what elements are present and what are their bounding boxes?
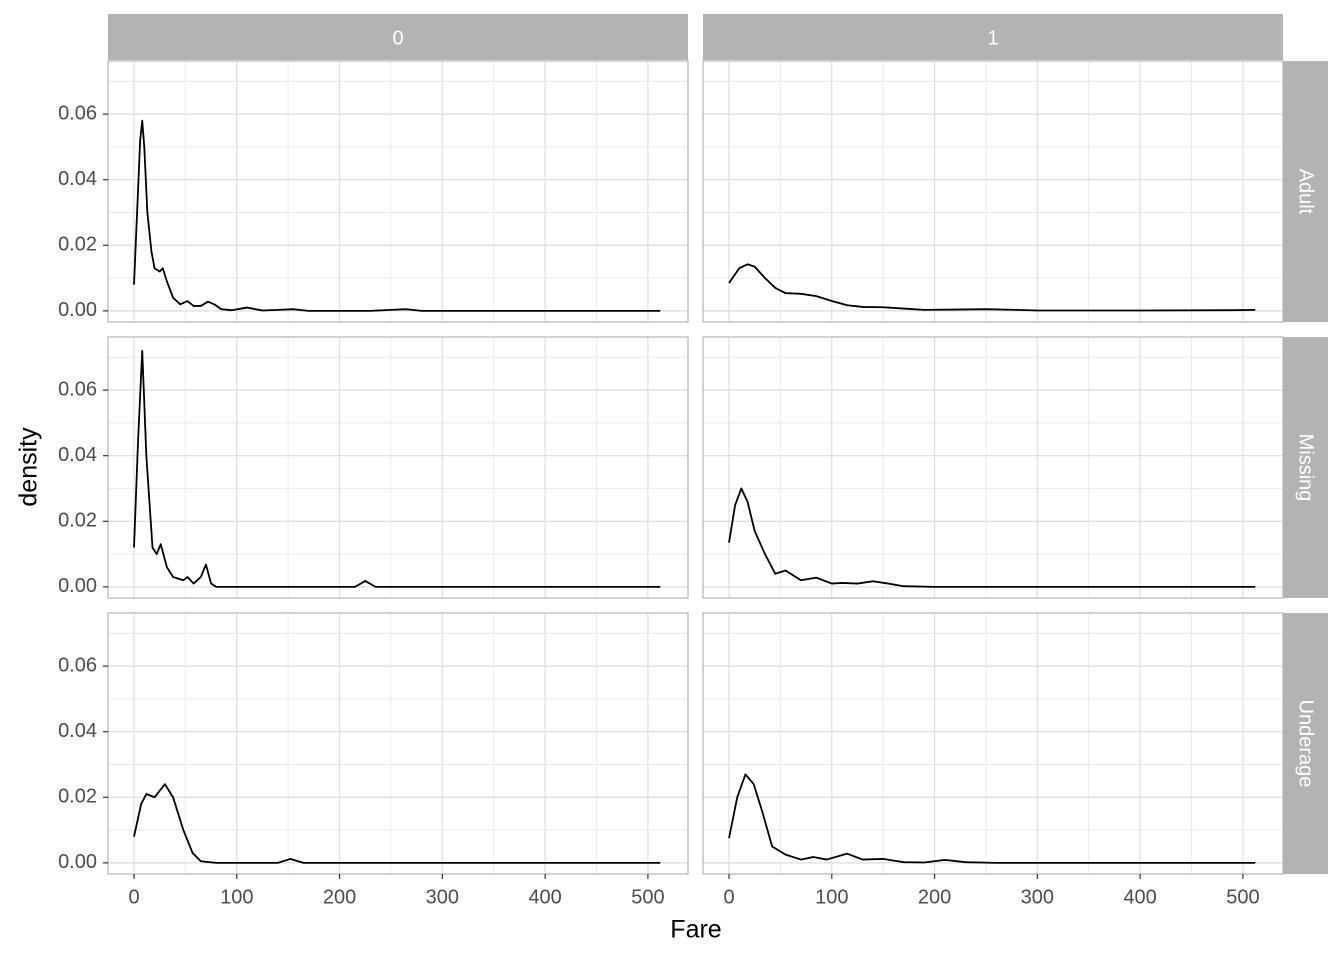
strip-label: Adult [1295, 169, 1317, 215]
y-tick-label: 0.02 [58, 234, 97, 256]
x-tick-label: 400 [528, 886, 561, 908]
x-tick-label: 400 [1123, 886, 1156, 908]
panel-border [107, 60, 689, 323]
x-tick-label: 300 [1021, 886, 1054, 908]
y-tick-label: 0.00 [58, 851, 97, 873]
density-line [728, 487, 1256, 588]
x-tick-label: 500 [631, 886, 664, 908]
strip [1283, 337, 1328, 598]
y-tick-label: 0.04 [58, 168, 97, 190]
x-tick-label: 100 [220, 886, 253, 908]
strip [108, 14, 688, 60]
strip [1283, 61, 1328, 322]
strip [703, 14, 1283, 60]
y-tick-label: 0.06 [58, 378, 97, 400]
y-tick-label: 0.06 [58, 654, 97, 676]
panel-border [107, 336, 689, 599]
density-line [728, 263, 1256, 312]
density-line [728, 773, 1256, 864]
y-tick-label: 0.02 [58, 786, 97, 808]
strip-label: 1 [987, 27, 998, 49]
panel [108, 337, 688, 598]
x-tick-label: 200 [918, 886, 951, 908]
strip [1283, 613, 1328, 874]
y-tick-label: 0.04 [58, 444, 97, 466]
y-tick-label: 0.02 [58, 510, 97, 532]
panel [703, 613, 1283, 874]
panel-border [107, 612, 689, 875]
x-tick-label: 0 [128, 886, 139, 908]
x-tick-label: 300 [426, 886, 459, 908]
panel-border [702, 60, 1284, 323]
density-line [133, 119, 661, 312]
x-tick-label: 500 [1226, 886, 1259, 908]
strip-label: Underage [1295, 700, 1317, 788]
x-tick-label: 0 [723, 886, 734, 908]
x-tick-label: 100 [815, 886, 848, 908]
panel [108, 613, 688, 874]
panel-border [702, 336, 1284, 599]
density-line [133, 783, 661, 864]
strip-label: 0 [392, 27, 403, 49]
density-line [133, 349, 661, 588]
x-axis-title: Fare [670, 916, 721, 944]
panel [108, 61, 688, 322]
y-tick-label: 0.06 [58, 102, 97, 124]
panel-border [702, 612, 1284, 875]
x-tick-label: 200 [323, 886, 356, 908]
panel [703, 61, 1283, 322]
panel [703, 337, 1283, 598]
y-tick-label: 0.04 [58, 720, 97, 742]
y-tick-label: 0.00 [58, 575, 97, 597]
y-tick-label: 0.00 [58, 299, 97, 321]
strip-label: Missing [1295, 434, 1317, 502]
y-axis-title: density [15, 427, 43, 507]
